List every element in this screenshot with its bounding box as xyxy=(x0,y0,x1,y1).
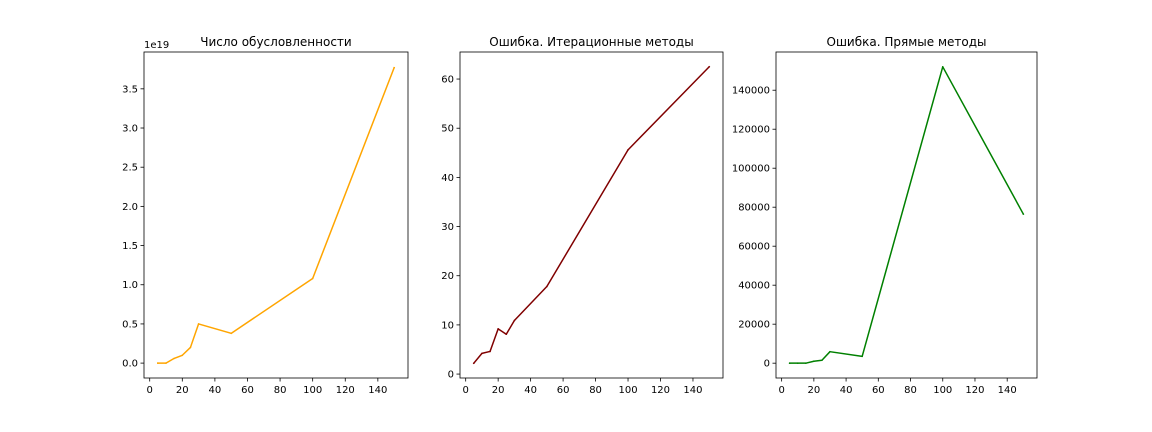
x-tick-label: 80 xyxy=(904,385,917,396)
data-point xyxy=(189,346,192,349)
chart-title: Ошибка. Итерационные методы xyxy=(489,35,693,49)
x-tick-label: 80 xyxy=(589,385,602,396)
x-tick-label: 0 xyxy=(778,385,784,396)
data-point xyxy=(473,362,475,365)
data-point xyxy=(497,328,499,330)
data-point xyxy=(311,277,314,280)
x-tick-label: 20 xyxy=(176,385,189,396)
y-tick-label: 20000 xyxy=(738,320,770,331)
x-tick-label: 120 xyxy=(651,385,670,396)
data-point xyxy=(627,149,629,151)
y-tick-label: 50 xyxy=(441,124,454,135)
x-tick-label: 40 xyxy=(840,385,853,396)
y-tick-label: 0.5 xyxy=(122,319,138,330)
x-tick-label: 60 xyxy=(557,385,570,396)
data-point xyxy=(513,319,516,322)
axes-frame xyxy=(143,51,409,379)
data-point xyxy=(708,65,710,68)
data-point xyxy=(788,362,791,364)
x-tick-label: 140 xyxy=(998,385,1017,396)
y-tick-label: 0.0 xyxy=(122,359,138,370)
data-point xyxy=(181,354,184,357)
y-offset-label: 1e19 xyxy=(144,40,169,51)
data-point xyxy=(805,362,807,364)
data-point xyxy=(393,66,395,69)
axes-frame xyxy=(459,51,724,379)
y-tick-label: 0 xyxy=(764,359,770,370)
x-tick-label: 20 xyxy=(492,385,505,396)
chart-panel-1: 0 20 40 60 80 100 120 140 0.0 0.5 1.0 1.5 2.0 2.5 3.0 3… xyxy=(122,35,409,396)
data-point xyxy=(546,285,548,288)
y-tick-label: 1.0 xyxy=(122,280,138,291)
y-tick-label: 0 xyxy=(448,370,454,381)
x-tick-label: 60 xyxy=(241,385,254,396)
data-point xyxy=(481,352,483,355)
x-tick-label: 0 xyxy=(147,385,153,396)
data-point xyxy=(173,357,175,360)
data-point xyxy=(230,332,232,335)
data-point xyxy=(197,323,200,325)
y-tick-label: 3.0 xyxy=(122,124,138,135)
x-tick-label: 40 xyxy=(524,385,537,396)
y-tick-label: 40 xyxy=(441,173,454,184)
y-tick-label: 3.5 xyxy=(122,84,138,95)
y-tick-label: 80000 xyxy=(738,203,770,214)
x-tick-label: 60 xyxy=(872,385,885,396)
chart-panel-3: 0 20 40 60 80 100 120 140 0 20000 40000 60000 80000 1… xyxy=(732,35,1038,396)
axes-frame xyxy=(775,51,1038,379)
y-tick-label: 2.5 xyxy=(122,163,138,174)
x-tick-label: 120 xyxy=(336,385,355,396)
y-tick-label: 30 xyxy=(441,222,454,233)
y-tick-label: 140000 xyxy=(732,86,770,97)
x-tick-label: 40 xyxy=(209,385,222,396)
data-point xyxy=(861,355,863,358)
x-tick-label: 80 xyxy=(274,385,287,396)
y-tick-label: 120000 xyxy=(732,125,770,136)
chart-panel-2: 0 20 40 60 80 100 120 140 0 10 20 30 40 50 60 Ошибка. И… xyxy=(441,35,724,396)
x-tick-label: 0 xyxy=(462,385,468,396)
data-point xyxy=(505,333,508,336)
y-tick-label: 60000 xyxy=(738,242,770,253)
data-point xyxy=(829,350,831,353)
data-point xyxy=(165,362,167,364)
y-tick-label: 20 xyxy=(441,271,454,282)
y-tick-label: 100000 xyxy=(732,164,770,175)
x-tick-label: 140 xyxy=(368,385,387,396)
x-tick-label: 100 xyxy=(618,385,637,396)
data-point xyxy=(821,359,823,362)
y-tick-label: 40000 xyxy=(738,281,770,292)
data-point xyxy=(1022,213,1025,215)
data-point xyxy=(157,362,159,364)
data-point xyxy=(941,66,944,68)
y-tick-label: 10 xyxy=(441,320,454,331)
chart-title: Число обусловленности xyxy=(200,35,351,49)
data-point xyxy=(796,362,799,364)
data-point xyxy=(489,350,491,353)
x-tick-label: 100 xyxy=(933,385,952,396)
data-point xyxy=(813,360,815,363)
y-tick-label: 2.0 xyxy=(122,202,138,213)
x-tick-label: 120 xyxy=(965,385,984,396)
x-tick-label: 140 xyxy=(683,385,702,396)
y-tick-label: 1.5 xyxy=(122,241,138,252)
x-tick-label: 20 xyxy=(807,385,820,396)
chart-title: Ошибка. Прямые методы xyxy=(827,35,987,49)
x-tick-label: 100 xyxy=(303,385,322,396)
y-tick-label: 60 xyxy=(441,75,454,86)
